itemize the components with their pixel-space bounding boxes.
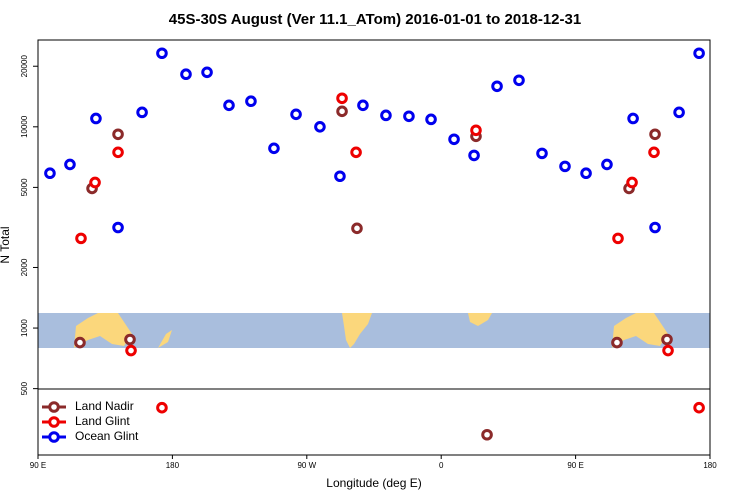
y-axis-label: N Total [0, 226, 12, 263]
map-background [38, 313, 710, 348]
point [601, 158, 613, 171]
y-tick-label: 1000 [20, 319, 29, 337]
point [662, 344, 674, 357]
point [350, 146, 362, 159]
point [75, 232, 87, 245]
land-africa [468, 313, 492, 326]
point [90, 112, 102, 125]
point [536, 147, 548, 160]
point [661, 333, 673, 346]
point [649, 221, 661, 234]
point [513, 74, 525, 87]
point [673, 106, 685, 119]
point [156, 47, 168, 60]
point [112, 221, 124, 234]
point [491, 80, 503, 93]
point [425, 113, 437, 126]
point [611, 336, 623, 349]
point [201, 66, 213, 79]
point [290, 108, 302, 121]
legend-marker [48, 401, 60, 413]
x-tick-label: 90 E [30, 461, 46, 470]
point [627, 112, 639, 125]
point [136, 106, 148, 119]
point [626, 176, 638, 189]
point [89, 176, 101, 189]
x-tick-label: 90 W [297, 461, 316, 470]
point [351, 222, 363, 235]
point [470, 124, 482, 137]
point [74, 336, 86, 349]
point [336, 92, 348, 105]
y-tick-label: 2000 [20, 258, 29, 276]
y-tick-label: 20000 [20, 55, 29, 78]
point [180, 68, 192, 81]
legend-marker [48, 416, 60, 428]
point [693, 401, 705, 414]
point [336, 105, 348, 118]
point [559, 160, 571, 173]
plot-frame [37, 39, 711, 456]
x-tick-label: 90 E [567, 461, 583, 470]
point [223, 99, 235, 112]
ocean-band [38, 313, 710, 348]
point [268, 142, 280, 155]
land-nz [158, 330, 172, 348]
legend-label: Ocean Glint [75, 429, 139, 443]
point [649, 128, 661, 141]
point [245, 95, 257, 108]
point [156, 401, 168, 414]
point [693, 47, 705, 60]
legend-marker [48, 431, 60, 443]
point [481, 428, 493, 441]
point [112, 128, 124, 141]
point [125, 344, 137, 357]
y-tick-label: 5000 [20, 178, 29, 196]
x-tick-label: 180 [703, 461, 717, 470]
point [580, 167, 592, 180]
point [468, 149, 480, 162]
point [314, 121, 326, 133]
point [448, 133, 460, 146]
legend-label: Land Nadir [75, 399, 134, 413]
y-tick-label: 10000 [20, 115, 29, 138]
land-south-america [342, 313, 372, 348]
x-tick-label: 180 [166, 461, 180, 470]
legend-label: Land Glint [75, 414, 130, 428]
land-australia [74, 313, 132, 348]
point [112, 146, 124, 159]
x-tick-label: 0 [439, 461, 444, 470]
point [612, 232, 624, 245]
land-australia-2 [612, 313, 668, 348]
point [124, 333, 136, 346]
point [380, 109, 392, 122]
chart-title: 45S-30S August (Ver 11.1_ATom) 2016-01-0… [169, 11, 581, 28]
x-axis-label: Longitude (deg E) [326, 476, 421, 490]
point [648, 146, 660, 159]
point [334, 170, 346, 183]
y-tick-label: 500 [20, 381, 29, 395]
point [357, 99, 369, 112]
point [44, 167, 56, 180]
point [64, 158, 76, 171]
point [403, 110, 415, 123]
